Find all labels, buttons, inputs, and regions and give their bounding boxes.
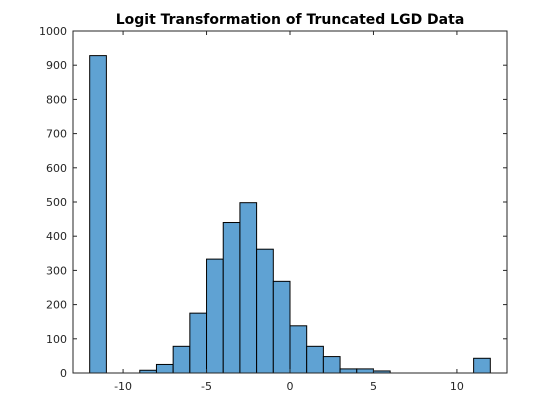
histogram-bar [155, 363, 174, 374]
y-tick-label: 900 [46, 59, 67, 72]
histogram-bar [206, 258, 224, 374]
y-tick-label: 700 [46, 128, 67, 141]
x-tick-label: 10 [450, 380, 464, 393]
histogram-bar [89, 55, 107, 374]
x-tick-label: 5 [370, 380, 377, 393]
histogram-bar [189, 312, 208, 374]
histogram-bar [322, 356, 341, 374]
histogram-bar [239, 202, 258, 374]
y-tick-label: 1000 [39, 25, 67, 38]
histogram-bar [356, 368, 374, 374]
histogram-bar [222, 222, 241, 374]
y-axis: 0 100 200 300 400 500 600 700 800 900 1000 [39, 25, 507, 380]
histogram-bar [473, 357, 491, 374]
histogram-bar [289, 325, 308, 374]
bars-group [89, 55, 491, 374]
histogram-bar [172, 345, 191, 374]
histogram-bar [306, 345, 324, 374]
x-tick-label: -10 [114, 380, 132, 393]
y-tick-label: 200 [46, 299, 67, 312]
y-tick-label: 0 [60, 367, 67, 380]
histogram-bar [339, 368, 358, 374]
y-tick-label: 300 [46, 264, 67, 277]
histogram-bar [256, 248, 274, 374]
x-tick-label: -5 [201, 380, 212, 393]
chart-title: Logit Transformation of Truncated LGD Da… [116, 12, 465, 28]
y-tick-label: 100 [46, 333, 67, 346]
y-tick-label: 500 [46, 196, 67, 209]
x-axis: -10 -5 0 5 10 [114, 31, 464, 393]
y-tick-label: 600 [46, 162, 67, 175]
histogram-bar [272, 280, 291, 374]
x-tick-label: 0 [287, 380, 294, 393]
y-tick-label: 400 [46, 230, 67, 243]
y-tick-label: 800 [46, 93, 67, 106]
